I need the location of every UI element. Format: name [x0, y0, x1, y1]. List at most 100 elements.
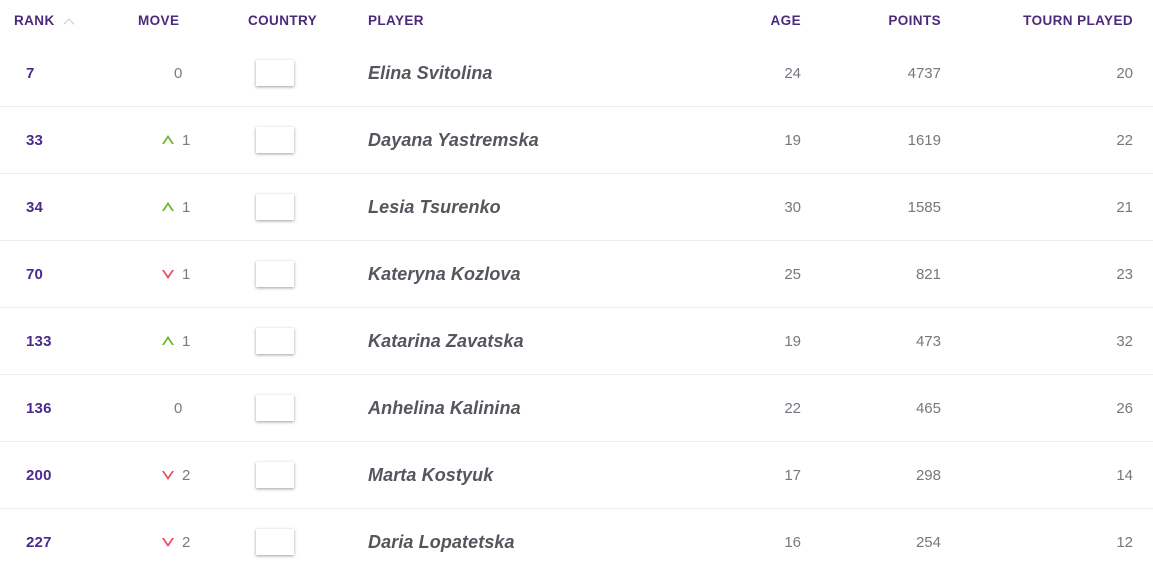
table-row[interactable]: 136 0 Anhelina Kalinina 22 465 26 — [0, 374, 1153, 442]
rank-value: 133 — [26, 332, 52, 350]
player-name[interactable]: Dayana Yastremska — [368, 129, 539, 150]
player-cell: Dayana Yastremska — [368, 107, 668, 174]
table-row[interactable]: 34 1 Lesia Tsurenko 30 1585 21 — [0, 173, 1153, 241]
move-cell: 0 — [128, 375, 248, 442]
ukraine-flag-icon — [256, 261, 294, 287]
ukraine-flag-icon — [256, 462, 294, 488]
move-down-arrow-icon — [162, 268, 174, 280]
country-cell — [248, 174, 368, 241]
move-cell: 2 — [128, 442, 248, 509]
move-value: 1 — [182, 332, 191, 350]
age-cell: 17 — [668, 442, 823, 509]
country-cell — [248, 375, 368, 442]
move-up-arrow-icon — [162, 134, 174, 146]
country-cell-inner — [248, 241, 368, 307]
player-name[interactable]: Katarina Zavatska — [368, 330, 524, 351]
points-value: 821 — [915, 265, 941, 283]
age-value: 19 — [784, 332, 801, 350]
age-value: 16 — [784, 533, 801, 551]
move-cell-inner: 1 — [128, 174, 248, 240]
rank-cell: 200 — [0, 442, 128, 509]
table-row[interactable]: 33 1 Dayana Yastremska 19 1619 22 — [0, 106, 1153, 174]
points-value: 1619 — [907, 131, 941, 149]
move-value: 0 — [174, 64, 183, 82]
country-cell — [248, 509, 368, 576]
table-body: 7 0 Elina Svitolina 24 4737 20 33 1 Dayana Yastr… — [0, 40, 1153, 575]
column-header-player-label: PLAYER — [368, 12, 424, 28]
table-header: RANK MOVE COUNTRY PLAYER — [0, 0, 1153, 40]
move-cell: 1 — [128, 174, 248, 241]
age-cell: 30 — [668, 174, 823, 241]
column-header-player[interactable]: PLAYER — [368, 0, 668, 40]
tourn-played-value: 12 — [1116, 533, 1133, 551]
table-row[interactable]: 227 2 Daria Lopatetska 16 254 12 — [0, 508, 1153, 576]
tourn-played-value: 26 — [1116, 399, 1133, 417]
header-row: RANK MOVE COUNTRY PLAYER — [0, 0, 1153, 40]
player-name[interactable]: Kateryna Kozlova — [368, 263, 521, 284]
rank-value: 200 — [26, 466, 52, 484]
player-name[interactable]: Elina Svitolina — [368, 62, 493, 83]
rank-cell: 7 — [0, 40, 128, 107]
ukraine-flag-icon — [256, 60, 294, 86]
player-name[interactable]: Lesia Tsurenko — [368, 196, 501, 217]
move-down-arrow-icon — [162, 536, 174, 548]
move-cell-inner: 0 — [128, 375, 248, 441]
column-header-tourn-played[interactable]: TOURN PLAYED — [963, 0, 1153, 40]
points-value: 4737 — [907, 64, 941, 82]
column-header-age-label: AGE — [770, 12, 801, 28]
player-name[interactable]: Anhelina Kalinina — [368, 397, 521, 418]
column-header-tourn-played-label: TOURN PLAYED — [1023, 12, 1133, 28]
tourn-played-value: 32 — [1116, 332, 1133, 350]
rank-value: 7 — [26, 64, 35, 82]
country-cell-inner — [248, 174, 368, 240]
table-row[interactable]: 70 1 Kateryna Kozlova 25 821 23 — [0, 240, 1153, 308]
column-header-rank-label: RANK — [14, 12, 55, 28]
country-cell — [248, 241, 368, 308]
column-header-age[interactable]: AGE — [668, 0, 823, 40]
player-cell: Katarina Zavatska — [368, 308, 668, 375]
column-header-move-label: MOVE — [138, 12, 180, 28]
points-value: 298 — [915, 466, 941, 484]
move-value: 0 — [174, 399, 183, 417]
country-cell-inner — [248, 375, 368, 441]
ukraine-flag-icon — [256, 529, 294, 555]
rank-cell: 227 — [0, 509, 128, 576]
move-cell-inner: 0 — [128, 40, 248, 106]
table-row[interactable]: 200 2 Marta Kostyuk 17 298 14 — [0, 441, 1153, 509]
country-cell — [248, 308, 368, 375]
points-value: 465 — [915, 399, 941, 417]
age-value: 17 — [784, 466, 801, 484]
tourn-played-value: 23 — [1116, 265, 1133, 283]
rank-cell: 133 — [0, 308, 128, 375]
chevron-up-icon[interactable] — [64, 16, 75, 27]
rank-cell: 70 — [0, 241, 128, 308]
table-row[interactable]: 133 1 Katarina Zavatska 19 473 32 — [0, 307, 1153, 375]
column-header-move[interactable]: MOVE — [128, 0, 248, 40]
ukraine-flag-icon — [256, 194, 294, 220]
column-header-country[interactable]: COUNTRY — [248, 0, 368, 40]
player-cell: Marta Kostyuk — [368, 442, 668, 509]
age-cell: 24 — [668, 40, 823, 107]
points-cell: 298 — [823, 442, 963, 509]
player-cell: Anhelina Kalinina — [368, 375, 668, 442]
move-cell-inner: 2 — [128, 442, 248, 508]
player-name[interactable]: Daria Lopatetska — [368, 531, 515, 552]
rank-cell: 33 — [0, 107, 128, 174]
column-header-rank[interactable]: RANK — [0, 0, 128, 40]
points-cell: 821 — [823, 241, 963, 308]
move-cell: 1 — [128, 107, 248, 174]
move-cell-inner: 2 — [128, 509, 248, 575]
move-cell-inner: 1 — [128, 107, 248, 173]
player-cell: Kateryna Kozlova — [368, 241, 668, 308]
player-name[interactable]: Marta Kostyuk — [368, 464, 494, 485]
rank-value: 34 — [26, 198, 44, 216]
points-value: 1585 — [907, 198, 941, 216]
move-down-arrow-icon — [162, 469, 174, 481]
age-value: 30 — [784, 198, 801, 216]
rank-value: 136 — [26, 399, 52, 417]
move-cell: 1 — [128, 308, 248, 375]
table-row[interactable]: 7 0 Elina Svitolina 24 4737 20 — [0, 40, 1153, 107]
age-value: 22 — [784, 399, 801, 417]
points-cell: 465 — [823, 375, 963, 442]
column-header-points[interactable]: POINTS — [823, 0, 963, 40]
